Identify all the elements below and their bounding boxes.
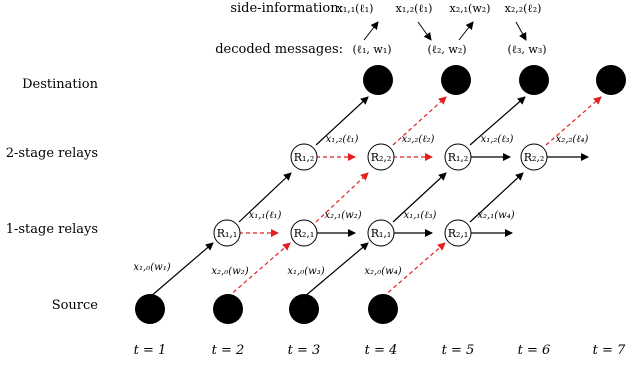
interference-arrow xyxy=(545,96,602,146)
row-label-1-stage-relays: 1-stage relays xyxy=(6,222,98,237)
side-info-item: x₂,₂(ℓ₂) xyxy=(505,2,542,15)
row-label-source: Source xyxy=(52,298,99,313)
edge-label: x₁,₁(ℓ₁) xyxy=(249,210,282,221)
row-label-destination: Destination xyxy=(22,77,99,92)
destination-node xyxy=(363,65,393,95)
relay-node-label: R₁,₂ xyxy=(294,151,315,164)
relay-node-r21 xyxy=(290,219,318,247)
source-node xyxy=(135,294,165,324)
transmission-arrow xyxy=(315,96,369,146)
time-label: t = 3 xyxy=(288,343,321,358)
time-label: t = 5 xyxy=(442,343,475,358)
relay-node-label: R₁,₁ xyxy=(371,227,392,240)
relay-node-r12 xyxy=(290,143,318,171)
source-node xyxy=(289,294,319,324)
edge-label: x₂,₁(w₄) xyxy=(477,210,514,221)
interference-arrow xyxy=(392,96,447,146)
decoded-messages-label: decoded messages: xyxy=(215,42,343,57)
decoded-message-item: (ℓ₃, w₃) xyxy=(507,43,546,56)
relay-node-r12 xyxy=(444,143,472,171)
edge-label: x₂,₂(ℓ₂) xyxy=(402,134,435,145)
edge-label: x₂,₀(w₄) xyxy=(364,266,401,277)
relay-node-r22 xyxy=(520,143,548,171)
edge-label: x₁,₂(ℓ₁) xyxy=(326,134,359,145)
relay-node-label: R₂,₁ xyxy=(294,227,315,240)
relay-node-r11 xyxy=(213,219,241,247)
transmission-arrow xyxy=(149,242,214,298)
transmission-arrow xyxy=(469,96,526,146)
header-arrow xyxy=(458,21,474,41)
edge-label: x₂,₂(ℓ₄) xyxy=(556,134,589,145)
edge-label: x₁,₀(w₃) xyxy=(287,266,324,277)
relay-node-r22 xyxy=(367,143,395,171)
destination-node xyxy=(441,65,471,95)
side-info-item: x₂,₁(w₂) xyxy=(450,2,491,15)
interference-arrow xyxy=(315,172,369,223)
time-label: t = 1 xyxy=(134,343,167,358)
decoded-message-item: (ℓ₂, w₂) xyxy=(427,43,466,56)
header-arrow xyxy=(363,21,379,41)
relay-node-r21 xyxy=(444,219,472,247)
relay-node-label: R₂,₂ xyxy=(371,151,392,164)
side-info-item: x₁,₂(ℓ₁) xyxy=(396,2,433,15)
time-label: t = 6 xyxy=(518,343,551,358)
transmission-arrow xyxy=(238,172,292,223)
destination-node xyxy=(519,65,549,95)
edge-label: x₂,₀(w₂) xyxy=(211,266,248,277)
edge-label: x₁,₂(ℓ₃) xyxy=(481,134,514,145)
row-label-2-stage-relays: 2-stage relays xyxy=(6,146,98,161)
time-label: t = 7 xyxy=(593,343,626,358)
edge-label: x₁,₀(w₁) xyxy=(133,262,170,273)
relay-node-label: R₁,₁ xyxy=(217,227,238,240)
source-node xyxy=(213,294,243,324)
transmission-arrow xyxy=(392,172,447,223)
edge-label: x₁,₁(ℓ₃) xyxy=(404,210,437,221)
time-label: t = 4 xyxy=(365,343,398,358)
side-info-item: x₁,₁(ℓ₁) xyxy=(337,2,374,15)
relay-node-r11 xyxy=(367,219,395,247)
header-arrow xyxy=(515,21,527,41)
side-information-label: side-information: xyxy=(230,1,343,16)
destination-node xyxy=(596,65,626,95)
header-arrow xyxy=(417,21,432,41)
transmission-arrow xyxy=(469,172,524,223)
relay-node-label: R₂,₂ xyxy=(524,151,545,164)
relay-node-label: R₂,₁ xyxy=(448,227,469,240)
transmission-arrow xyxy=(303,242,369,298)
edge-label: x₂,₁(w₂) xyxy=(324,210,361,221)
source-node xyxy=(368,294,398,324)
decoded-message-item: (ℓ₁, w₁) xyxy=(352,43,391,56)
time-label: t = 2 xyxy=(212,343,245,358)
relay-node-label: R₁,₂ xyxy=(448,151,469,164)
